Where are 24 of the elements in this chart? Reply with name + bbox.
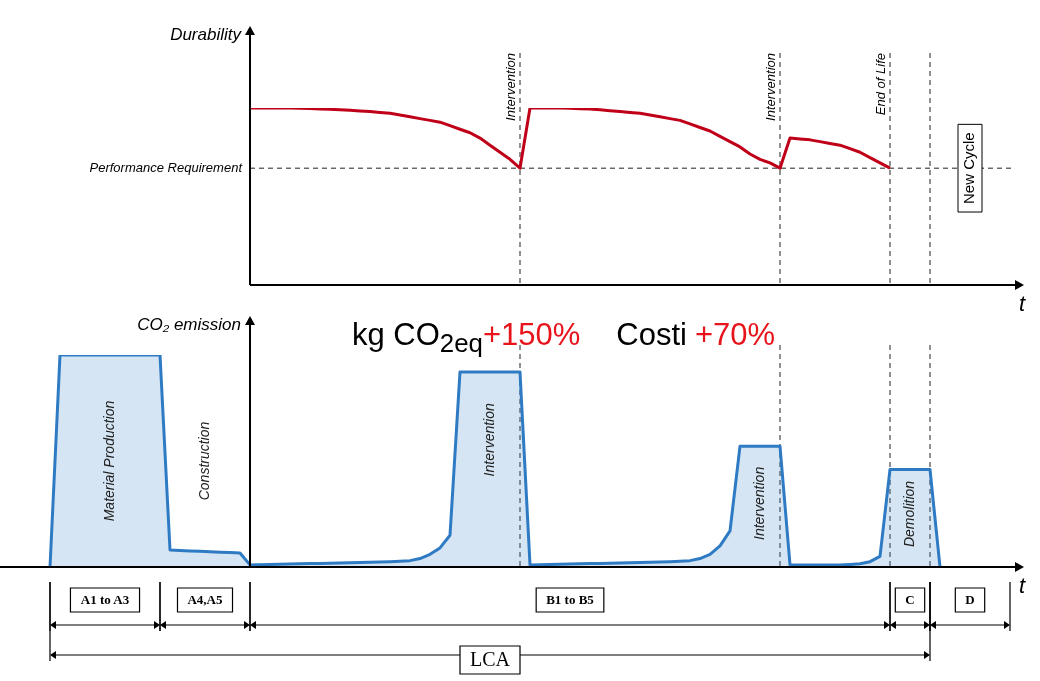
text: LCA bbox=[470, 648, 511, 671]
annotation: Construction bbox=[195, 421, 212, 501]
text: A1 to A3 bbox=[80, 592, 130, 608]
annotation: End of Life bbox=[872, 53, 888, 116]
text: +150% bbox=[482, 317, 581, 352]
y-axis-title: CO₂ emission bbox=[137, 315, 241, 335]
y-axis-title: Durability bbox=[170, 25, 243, 45]
annotation: Intervention bbox=[480, 403, 497, 477]
x-axis-title: t bbox=[1018, 291, 1026, 317]
text: D bbox=[965, 592, 975, 608]
annotation: Demolition bbox=[900, 480, 917, 548]
text: A4,A5 bbox=[187, 592, 224, 608]
annotation: Material Production bbox=[100, 400, 117, 522]
annotation: New Cycle bbox=[960, 132, 978, 205]
ref-line-label: Performance Requirement bbox=[89, 159, 244, 175]
annotation: Intervention bbox=[750, 466, 767, 540]
annotation: kg CO$_{2eq}$ bbox=[352, 317, 483, 358]
text: +70% bbox=[694, 317, 776, 352]
text: B1 to B5 bbox=[546, 592, 595, 608]
text: Costi bbox=[616, 317, 687, 352]
x-axis-title: t bbox=[1018, 573, 1026, 599]
annotation: Intervention bbox=[762, 53, 778, 121]
annotation: Intervention bbox=[502, 53, 518, 121]
text: C bbox=[905, 592, 915, 608]
